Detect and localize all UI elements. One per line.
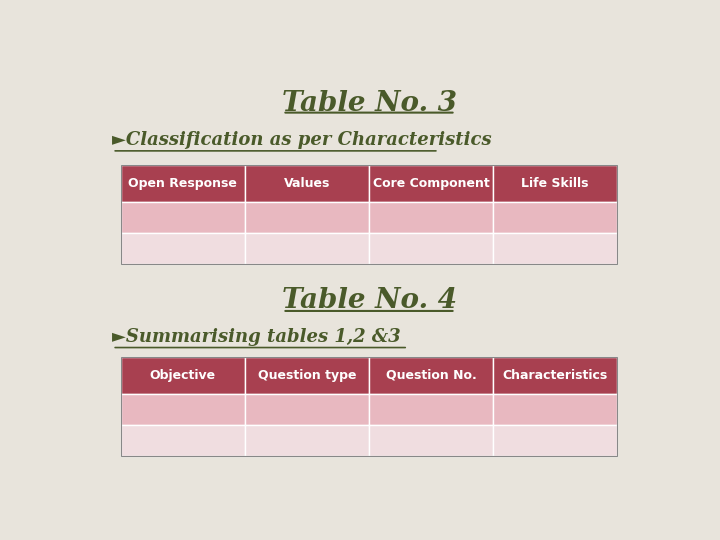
Text: Values: Values xyxy=(284,177,330,190)
FancyBboxPatch shape xyxy=(369,165,493,202)
FancyBboxPatch shape xyxy=(245,394,369,426)
FancyBboxPatch shape xyxy=(245,165,369,202)
Text: Open Response: Open Response xyxy=(128,177,237,190)
FancyBboxPatch shape xyxy=(493,426,617,456)
FancyBboxPatch shape xyxy=(493,165,617,202)
FancyBboxPatch shape xyxy=(121,394,245,426)
FancyBboxPatch shape xyxy=(121,202,245,233)
Text: Table No. 3: Table No. 3 xyxy=(282,90,456,117)
Text: Question type: Question type xyxy=(258,369,356,382)
FancyBboxPatch shape xyxy=(121,233,245,265)
FancyBboxPatch shape xyxy=(493,357,617,394)
Text: Objective: Objective xyxy=(150,369,216,382)
FancyBboxPatch shape xyxy=(493,202,617,233)
FancyBboxPatch shape xyxy=(245,357,369,394)
FancyBboxPatch shape xyxy=(121,426,245,456)
FancyBboxPatch shape xyxy=(121,165,245,202)
Text: Life Skills: Life Skills xyxy=(521,177,589,190)
FancyBboxPatch shape xyxy=(245,426,369,456)
FancyBboxPatch shape xyxy=(369,426,493,456)
FancyBboxPatch shape xyxy=(369,394,493,426)
FancyBboxPatch shape xyxy=(369,233,493,265)
FancyBboxPatch shape xyxy=(245,233,369,265)
Text: Core Component: Core Component xyxy=(373,177,490,190)
Text: ►Summarising tables 1,2 &3: ►Summarising tables 1,2 &3 xyxy=(112,328,401,346)
Text: Table No. 4: Table No. 4 xyxy=(282,287,456,314)
FancyBboxPatch shape xyxy=(369,202,493,233)
FancyBboxPatch shape xyxy=(245,202,369,233)
Text: ►Classification as per Characteristics: ►Classification as per Characteristics xyxy=(112,131,492,150)
FancyBboxPatch shape xyxy=(493,394,617,426)
FancyBboxPatch shape xyxy=(121,357,245,394)
FancyBboxPatch shape xyxy=(369,357,493,394)
Text: Question No.: Question No. xyxy=(386,369,477,382)
Text: Characteristics: Characteristics xyxy=(503,369,608,382)
FancyBboxPatch shape xyxy=(493,233,617,265)
